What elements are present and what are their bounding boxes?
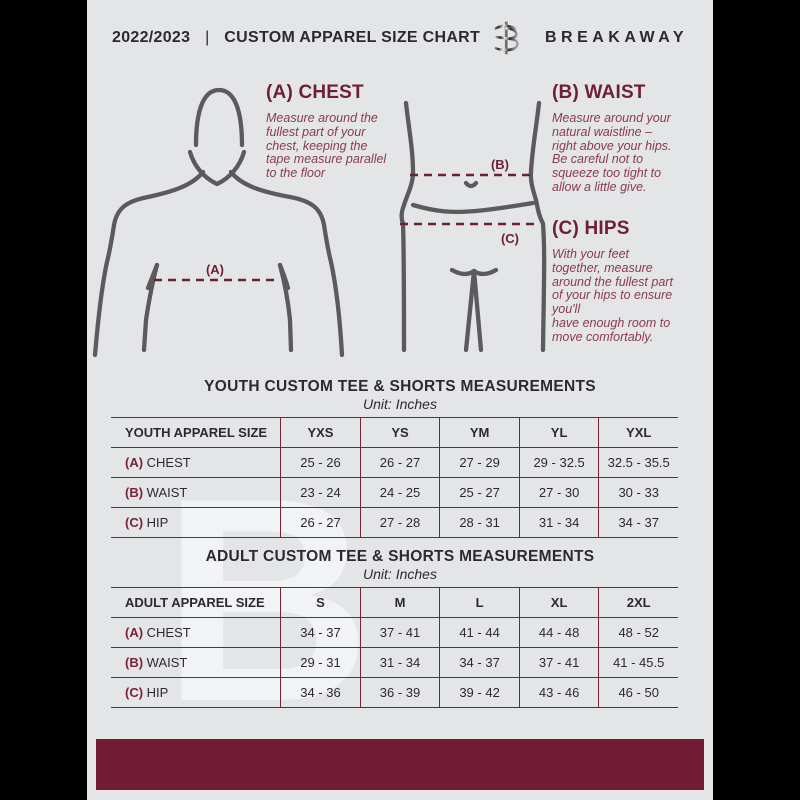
svg-text:(B): (B) xyxy=(491,157,509,172)
svg-text:(C): (C) xyxy=(501,231,519,246)
svg-text:(A): (A) xyxy=(206,262,224,277)
